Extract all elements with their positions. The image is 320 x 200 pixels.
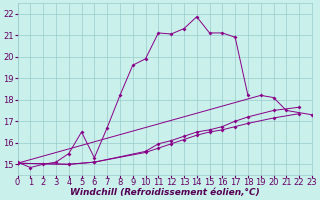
X-axis label: Windchill (Refroidissement éolien,°C): Windchill (Refroidissement éolien,°C)	[70, 188, 260, 197]
